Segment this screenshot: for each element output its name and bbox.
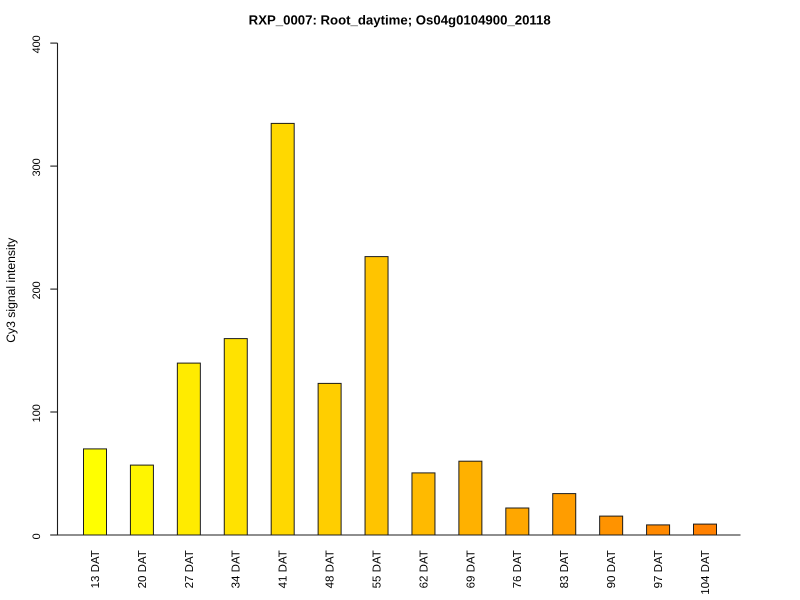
svg-text:300: 300 [31,158,43,176]
svg-text:Cy3 signal intensity: Cy3 signal intensity [4,237,18,343]
svg-text:83 DAT: 83 DAT [559,550,571,588]
svg-text:400: 400 [31,35,43,53]
svg-text:34 DAT: 34 DAT [231,550,243,588]
svg-text:RXP_0007: Root_daytime; Os04g0: RXP_0007: Root_daytime; Os04g0104900_201… [249,13,551,28]
svg-text:100: 100 [31,404,43,422]
svg-text:20 DAT: 20 DAT [137,550,149,588]
svg-text:76 DAT: 76 DAT [512,550,524,588]
svg-text:0: 0 [31,533,43,539]
svg-text:200: 200 [31,281,43,299]
svg-text:62 DAT: 62 DAT [418,550,430,588]
svg-text:104 DAT: 104 DAT [700,550,712,595]
svg-text:69 DAT: 69 DAT [465,550,477,588]
svg-text:27 DAT: 27 DAT [184,550,196,588]
svg-text:97 DAT: 97 DAT [653,550,665,588]
svg-text:41 DAT: 41 DAT [278,550,290,588]
svg-text:13 DAT: 13 DAT [90,550,102,588]
svg-text:90 DAT: 90 DAT [606,550,618,588]
svg-text:48 DAT: 48 DAT [325,550,337,588]
svg-text:55 DAT: 55 DAT [371,550,383,588]
